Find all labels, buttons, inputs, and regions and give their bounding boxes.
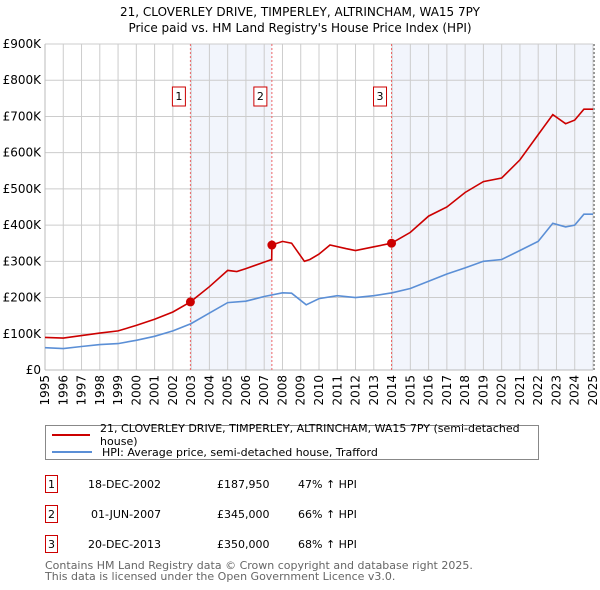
x-tick-label: 2024 (568, 375, 582, 406)
copyright-text: Contains HM Land Registry data © Crown c… (45, 559, 473, 572)
y-tick-label: £200K (3, 291, 43, 305)
legend-swatch-blue (52, 451, 92, 453)
x-tick-label: 2016 (422, 375, 436, 406)
x-tick-label: 1999 (111, 375, 125, 406)
series-line (44, 108, 593, 339)
x-tick-label: 2025 (586, 375, 600, 406)
x-tick-label: 2012 (349, 375, 363, 406)
sale-date: 20-DEC-2013 (88, 538, 162, 551)
y-tick-label: £900K (3, 37, 43, 51)
sale-price: £187,950 (217, 478, 270, 491)
sale-price: £345,000 (217, 508, 270, 521)
licence-text: This data is licensed under the Open Gov… (45, 570, 396, 583)
x-tick-label: 2019 (476, 375, 490, 406)
x-tick-label: 2000 (129, 375, 143, 406)
x-tick-label: 1995 (38, 375, 52, 406)
sale-point (387, 238, 397, 248)
sale-price: £350,000 (217, 538, 270, 551)
legend-item-hpi: HPI: Average price, semi-detached house,… (46, 444, 378, 460)
sale-marker: 3 (45, 535, 58, 553)
x-tick-label: 2011 (330, 375, 344, 406)
y-tick-label: £700K (3, 109, 43, 123)
sale-point (185, 297, 195, 307)
x-tick-label: 2002 (166, 375, 180, 406)
x-tick-label: 1998 (93, 375, 107, 406)
footer: Contains HM Land Registry data © Crown c… (45, 560, 473, 582)
sale-hpi: 66% ↑ HPI (298, 508, 357, 521)
legend-swatch-red (52, 434, 91, 436)
shaded-period (391, 44, 593, 370)
x-tick-label: 2006 (239, 375, 253, 406)
y-tick-label: £100K (3, 327, 43, 341)
x-tick-label: 2001 (148, 375, 162, 406)
sale-label-box (373, 86, 388, 107)
x-tick-label: 2015 (403, 375, 417, 406)
x-tick-label: 2009 (294, 375, 308, 406)
legend: 21, CLOVERLEY DRIVE, TIMPERLEY, ALTRINCH… (45, 422, 539, 460)
sale-point (267, 240, 277, 250)
sale-label-box (171, 86, 186, 107)
sale-label-box (253, 86, 268, 107)
x-tick-label: 2007 (257, 375, 271, 406)
x-tick-label: 2017 (440, 375, 454, 406)
x-tick-label: 2018 (458, 375, 472, 406)
price-chart: 21, CLOVERLEY DRIVE, TIMPERLEY, ALTRINCH… (3, 5, 600, 406)
sale-hpi: 68% ↑ HPI (298, 538, 357, 551)
chart-title: 21, CLOVERLEY DRIVE, TIMPERLEY, ALTRINCH… (120, 5, 481, 19)
sale-label: 3 (377, 90, 384, 103)
y-tick-label: £500K (3, 182, 43, 196)
table-row: 3 20-DEC-2013 £350,000 68% ↑ HPI (45, 535, 445, 555)
sale-marker: 2 (45, 505, 58, 523)
sale-date: 01-JUN-2007 (91, 508, 162, 521)
x-tick-label: 2004 (202, 375, 216, 406)
x-tick-label: 2005 (221, 375, 235, 406)
series-line (44, 213, 593, 350)
x-tick-label: 2020 (495, 375, 509, 406)
legend-label: 21, CLOVERLEY DRIVE, TIMPERLEY, ALTRINCH… (100, 422, 520, 448)
x-tick-label: 2023 (549, 375, 563, 406)
y-tick-label: £0 (26, 363, 41, 377)
y-tick-label: £400K (3, 218, 43, 232)
table-row: 2 01-JUN-2007 £345,000 66% ↑ HPI (45, 505, 445, 525)
x-tick-label: 2013 (367, 375, 381, 406)
x-tick-label: 2021 (513, 375, 527, 406)
sale-label: 2 (257, 90, 264, 103)
chart-subtitle: Price paid vs. HM Land Registry's House … (128, 21, 471, 35)
x-tick-label: 2010 (312, 375, 326, 406)
x-tick-label: 2014 (385, 375, 399, 406)
x-tick-label: 2008 (275, 375, 289, 406)
sale-hpi: 47% ↑ HPI (298, 478, 357, 491)
y-tick-label: £600K (3, 146, 43, 160)
y-tick-label: £800K (3, 73, 43, 87)
legend-label: HPI: Average price, semi-detached house,… (102, 445, 378, 459)
sale-label: 1 (175, 90, 182, 103)
x-tick-label: 2022 (531, 375, 545, 406)
legend-item-property: 21, CLOVERLEY DRIVE, TIMPERLEY, ALTRINCH… (46, 422, 538, 448)
sale-marker: 1 (45, 475, 58, 493)
sale-date: 18-DEC-2002 (88, 478, 162, 491)
y-tick-label: £300K (3, 254, 43, 268)
x-tick-label: 1997 (75, 375, 89, 406)
x-tick-label: 2003 (184, 375, 198, 406)
table-row: 1 18-DEC-2002 £187,950 47% ↑ HPI (45, 475, 445, 495)
x-tick-label: 1996 (56, 375, 70, 406)
